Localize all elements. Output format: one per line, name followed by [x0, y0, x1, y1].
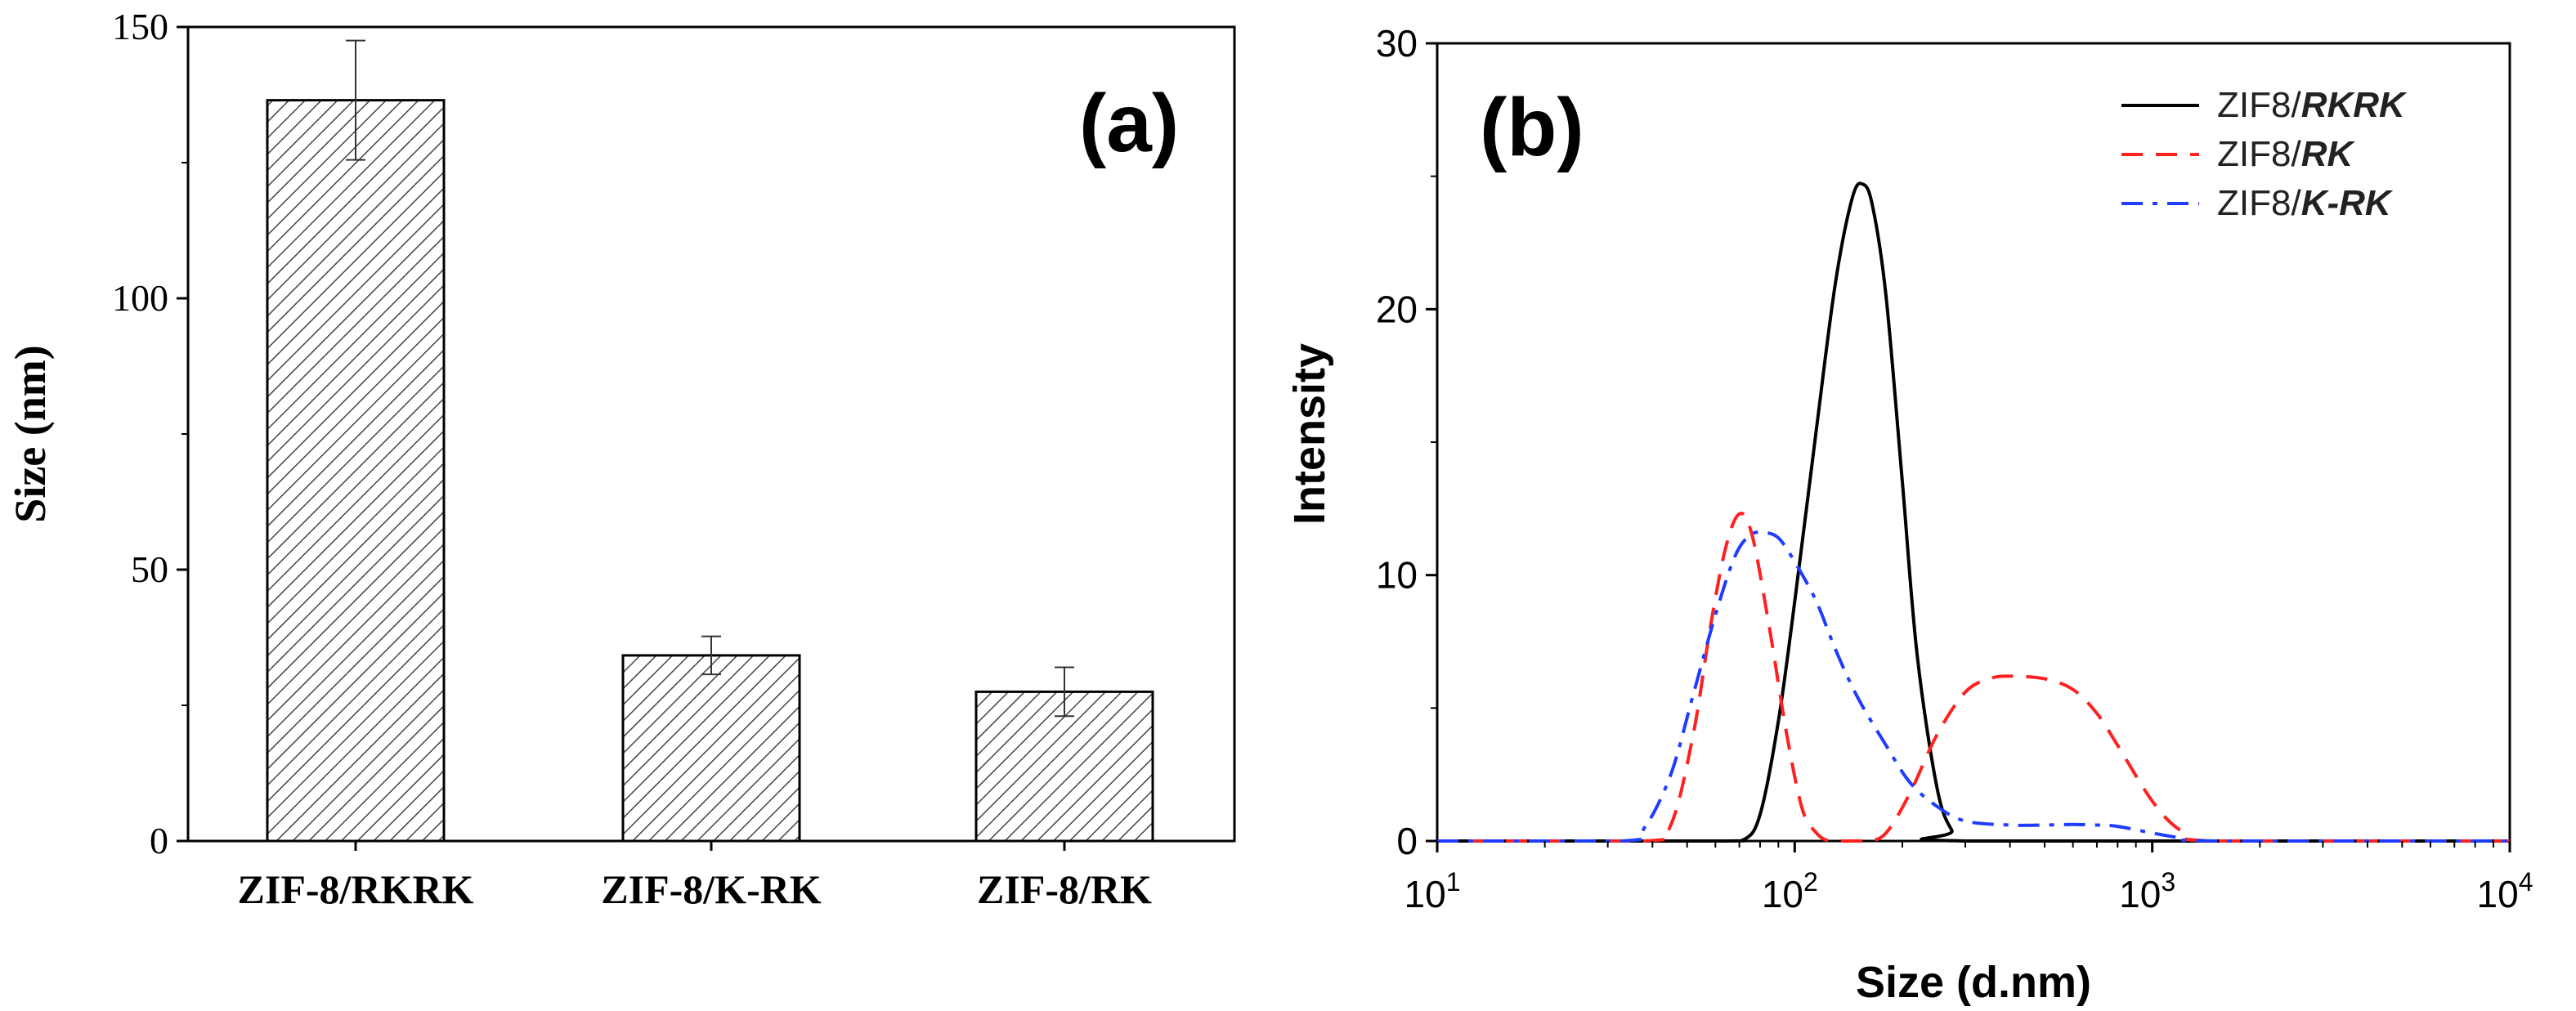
- legend-entry: ZIF8/RKRK: [2217, 85, 2408, 125]
- error-bar: [346, 39, 365, 161]
- y-tick-label: 0: [150, 820, 168, 861]
- panel-b-legend: ZIF8/RKRK ZIF8/RK ZIF8/K-RK: [2121, 85, 2408, 223]
- x-tick-label: ZIF-8/RKRK: [238, 866, 474, 912]
- x-tick-label: ZIF-8/RK: [977, 866, 1152, 912]
- error-bar: [1055, 666, 1074, 718]
- y-tick-label: 100: [112, 277, 168, 319]
- panel-a-label: (a): [1079, 78, 1179, 169]
- x-tick-label: 102: [1762, 867, 1818, 915]
- y-tick-label: 0: [1396, 820, 1418, 862]
- y-tick-label: 30: [1376, 22, 1418, 65]
- bar-zif-8-k-rk: [621, 654, 801, 843]
- y-tick-label: 50: [131, 548, 168, 590]
- panel-b-y-axis-title: Intensity: [1285, 343, 1334, 525]
- panel-a-y-axis-title: Size (nm): [6, 345, 55, 522]
- y-tick-label: 10: [1376, 554, 1418, 597]
- y-tick-label: 20: [1376, 288, 1418, 330]
- x-tick-label: ZIF-8/K-RK: [601, 866, 822, 912]
- bar-zif-8-rkrk: [266, 99, 446, 843]
- error-bar: [701, 635, 721, 676]
- panel-b-label: (b): [1480, 82, 1584, 173]
- series-line-zif8-k-rk: [1437, 530, 2510, 843]
- x-tick-label: 101: [1404, 867, 1461, 915]
- x-tick-label: 104: [2477, 867, 2533, 915]
- panel-a-bar-chart: 0 50 100 150 ZIF-8/RKRK ZIF-8/K-RK ZIF-8/RK (…: [6, 6, 1236, 912]
- panel-b-x-axis-title: Size (d.nm): [1856, 958, 2091, 1007]
- series-line-zif8-rkrk: [1437, 181, 2510, 843]
- legend-entry: ZIF8/RK: [2217, 134, 2355, 174]
- series-line-zif8-rk: [1437, 512, 2510, 843]
- y-tick-label: 150: [112, 6, 168, 47]
- legend-entry: ZIF8/K-RK: [2217, 183, 2394, 223]
- x-tick-label: 103: [2119, 867, 2175, 915]
